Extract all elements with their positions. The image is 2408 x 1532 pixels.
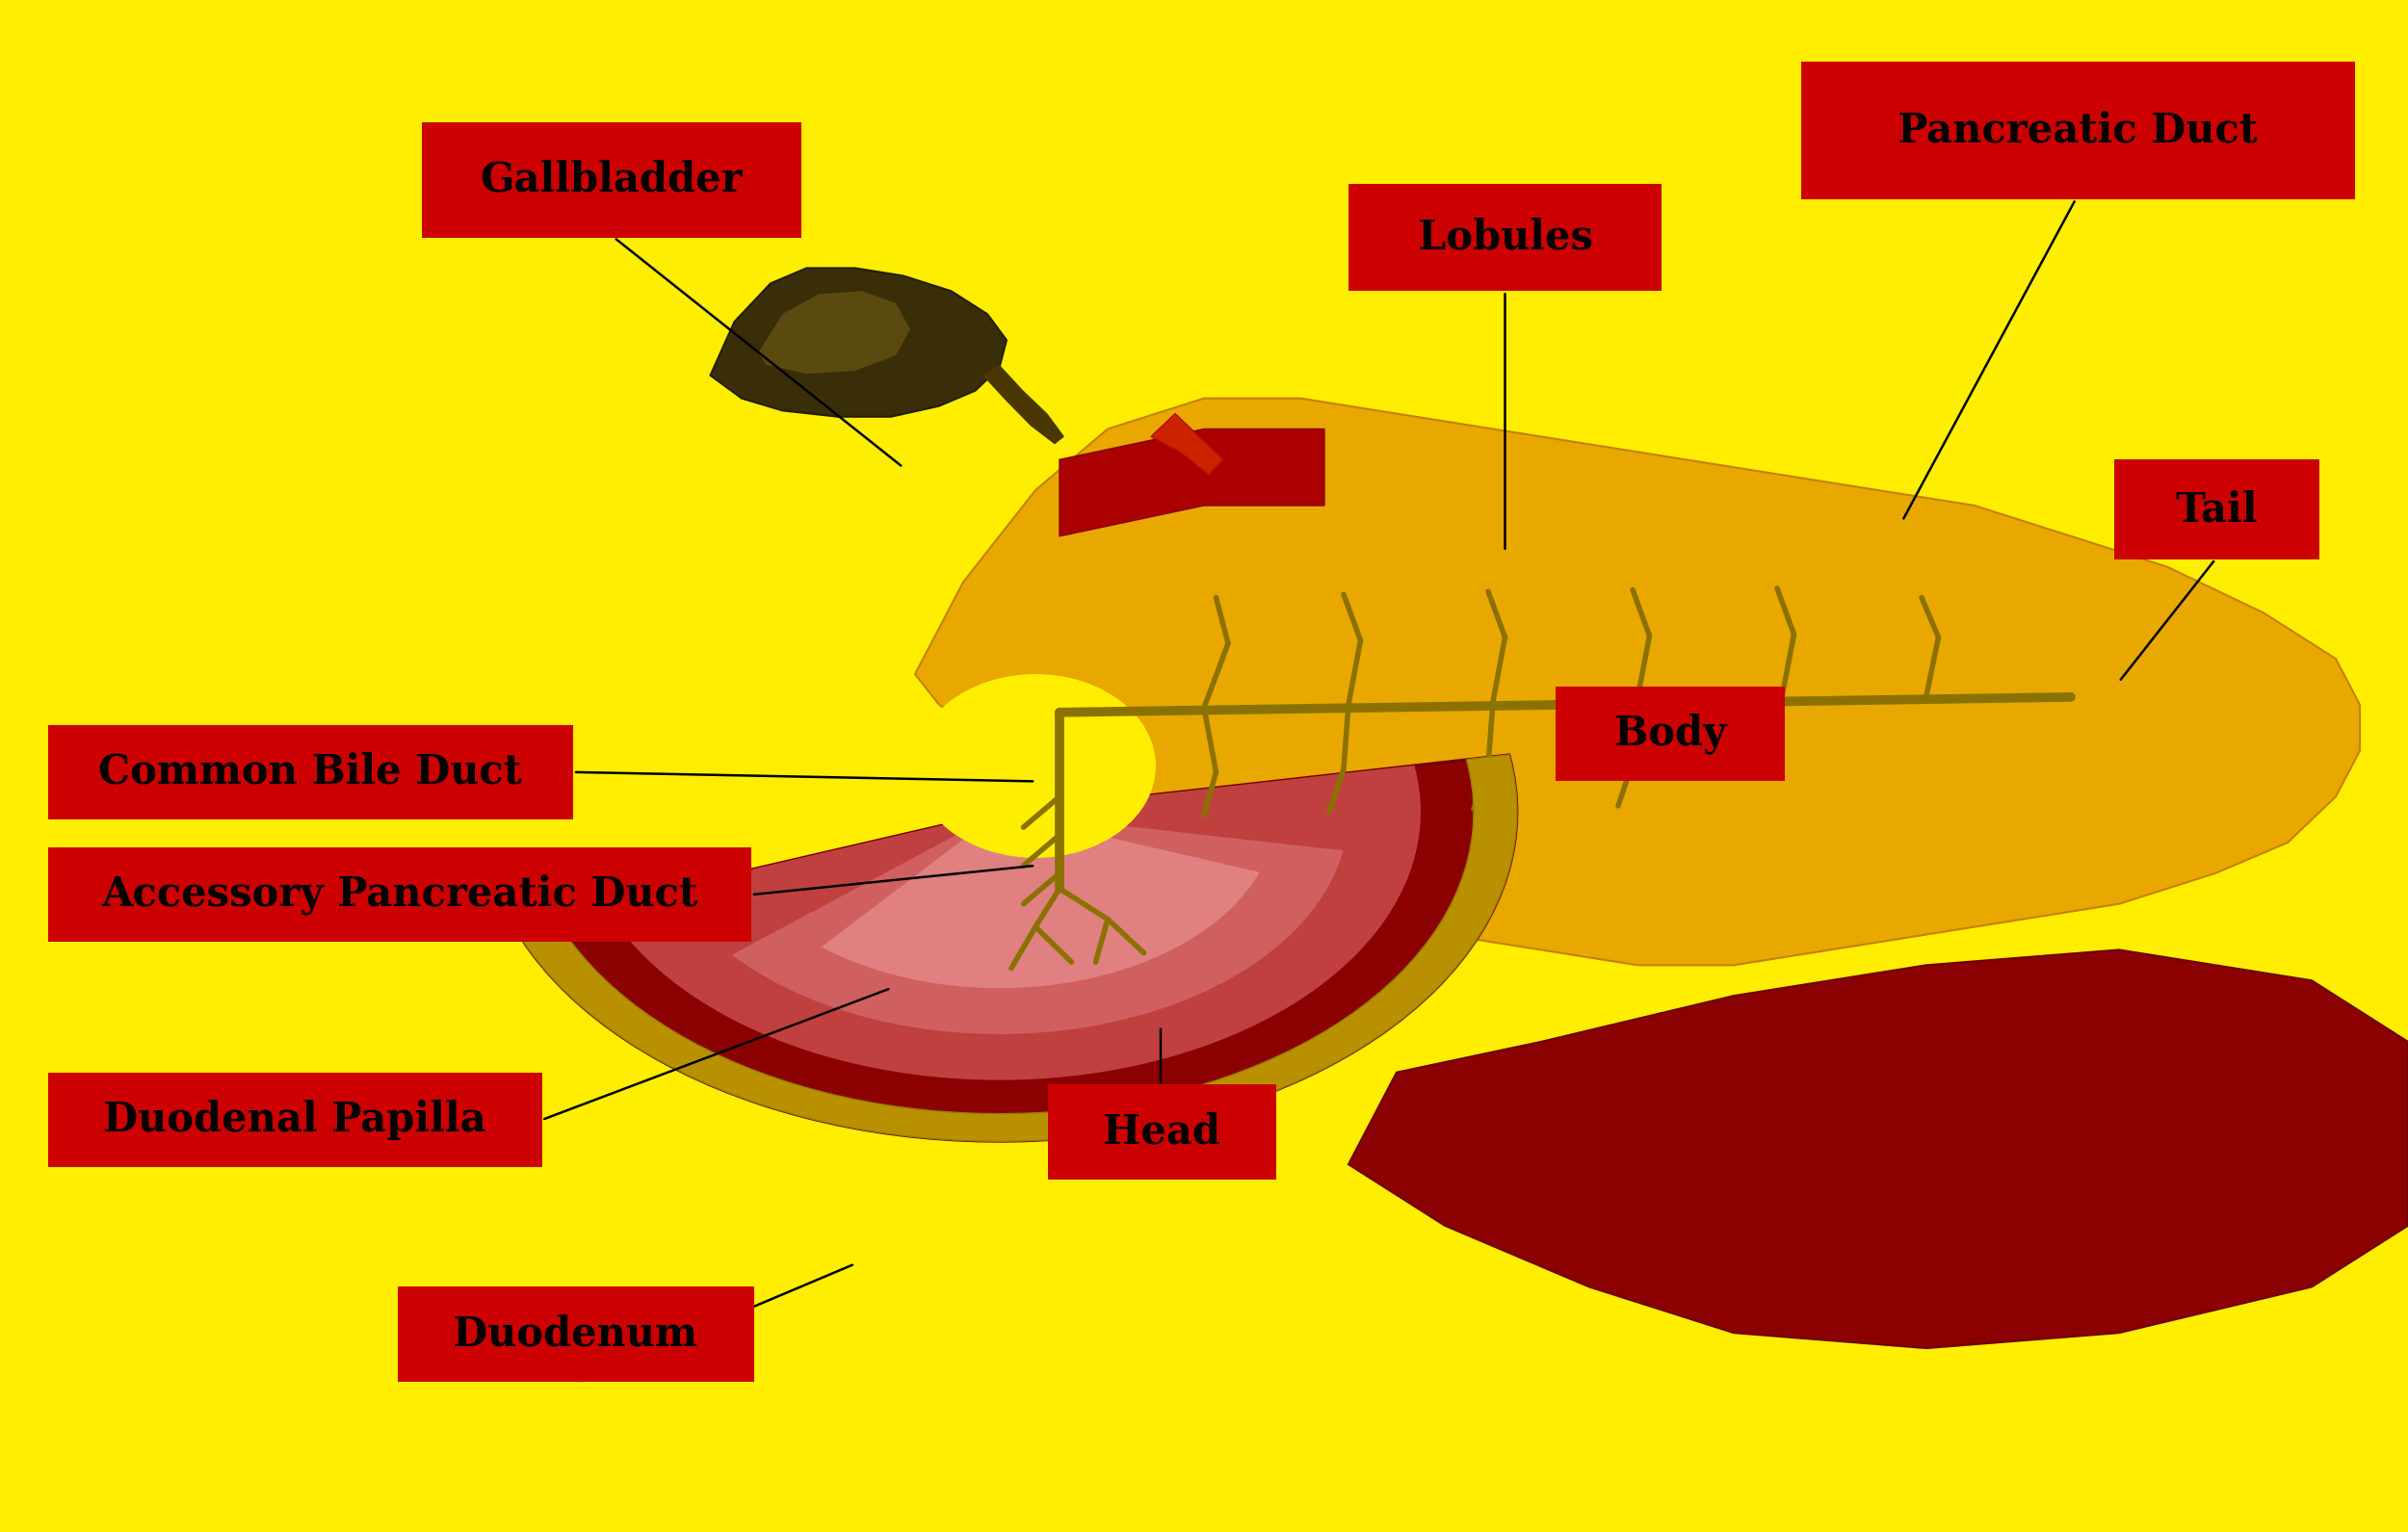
Text: Accessory Pancreatic Duct: Accessory Pancreatic Duct (101, 875, 698, 915)
Text: Gallbladder: Gallbladder (479, 159, 744, 201)
Text: Lobules: Lobules (1418, 218, 1592, 257)
FancyBboxPatch shape (1047, 1085, 1276, 1180)
Ellipse shape (915, 674, 1156, 858)
Wedge shape (732, 812, 1344, 1034)
FancyBboxPatch shape (397, 1287, 754, 1382)
FancyBboxPatch shape (1556, 686, 1784, 781)
Wedge shape (604, 766, 1421, 1080)
Text: Duodenum: Duodenum (453, 1314, 698, 1354)
FancyBboxPatch shape (48, 847, 751, 942)
Wedge shape (513, 755, 1517, 1141)
FancyBboxPatch shape (2114, 460, 2319, 559)
Text: Tail: Tail (2174, 489, 2259, 530)
Text: Head: Head (1103, 1112, 1221, 1152)
Polygon shape (1151, 414, 1223, 475)
Text: Body: Body (1613, 714, 1727, 754)
Polygon shape (710, 268, 1007, 417)
Text: Duodenal Papilla: Duodenal Papilla (104, 1100, 486, 1140)
Wedge shape (821, 812, 1259, 988)
Wedge shape (513, 755, 1517, 1141)
Polygon shape (1060, 429, 1324, 536)
FancyBboxPatch shape (1801, 61, 2355, 199)
FancyBboxPatch shape (48, 1072, 542, 1167)
Polygon shape (982, 365, 1064, 444)
Polygon shape (759, 291, 910, 374)
Polygon shape (915, 398, 2360, 965)
FancyBboxPatch shape (1348, 184, 1662, 291)
Text: Common Bile Duct: Common Bile Duct (99, 752, 523, 792)
FancyBboxPatch shape (48, 725, 573, 820)
Polygon shape (1348, 950, 2408, 1348)
FancyBboxPatch shape (421, 123, 802, 237)
Text: Pancreatic Duct: Pancreatic Duct (1898, 110, 2259, 150)
